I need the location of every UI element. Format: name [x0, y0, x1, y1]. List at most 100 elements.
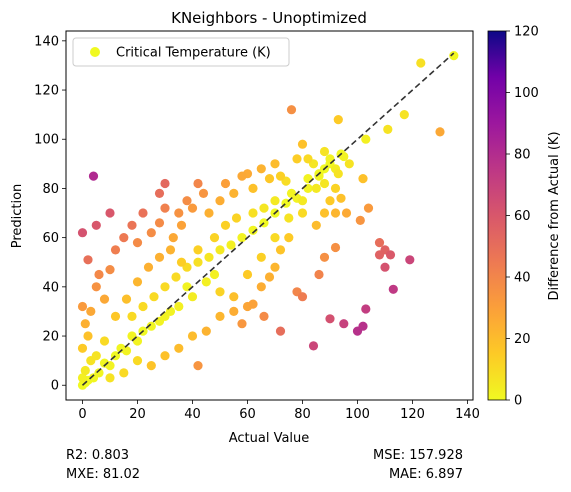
scatter-point [385, 250, 396, 260]
scatter-point [374, 250, 385, 260]
scatter-point [154, 188, 165, 198]
scatter-point [333, 115, 343, 125]
scatter-point [154, 218, 165, 228]
scatter-point [220, 178, 231, 189]
colorbar-tick-label: 40 [514, 271, 531, 286]
x-axis-ticks: 0 20 40 60 80 100 120 140 [78, 400, 480, 422]
scatter-point [193, 245, 203, 255]
x-tick-label: 80 [294, 407, 311, 422]
scatter-point [259, 311, 269, 321]
y-axis-ticks: 0 20 40 60 80 100 120 140 [34, 34, 66, 394]
scatter-point [237, 171, 247, 181]
scatter-point [99, 336, 110, 346]
scatter-point [308, 341, 319, 351]
scatter-point [127, 311, 137, 321]
scatter-point [363, 203, 374, 213]
scatter-point [344, 159, 354, 169]
x-tick-label: 0 [78, 407, 86, 422]
scatter-point [303, 154, 313, 164]
scatter-point [193, 257, 203, 267]
scatter-point [121, 294, 132, 304]
scatter-point [264, 174, 275, 184]
scatter-point [201, 277, 211, 287]
legend: Critical Temperature (K) [72, 37, 290, 67]
scatter-point [248, 225, 258, 235]
scatter-point [270, 196, 280, 206]
scatter-point [132, 238, 143, 248]
scatter-point [264, 272, 275, 282]
scatter-point [215, 287, 225, 297]
scatter-point [237, 319, 247, 329]
colorbar-tick-label: 0 [514, 394, 522, 409]
x-tick-label: 60 [239, 407, 256, 422]
scatter-point [339, 319, 349, 329]
scatter-point [209, 233, 220, 243]
scatter-point [248, 183, 258, 193]
x-tick-label: 100 [345, 407, 370, 422]
scatter-point [198, 188, 209, 198]
scatter-point [77, 343, 88, 353]
scatter-point [358, 321, 368, 331]
scatter-point [187, 331, 198, 341]
scatter-point [399, 110, 409, 120]
scatter-point [405, 255, 415, 265]
scatter-point [303, 174, 313, 184]
scatter-point [330, 183, 341, 193]
scatter-point [297, 139, 308, 149]
scatter-point [201, 326, 211, 336]
colorbar-tick-label: 120 [514, 25, 539, 40]
scatter-point [127, 331, 137, 341]
scatter-point [105, 361, 115, 371]
scatter-point [160, 282, 170, 292]
scatter-point [339, 151, 349, 162]
scatter-point [275, 326, 286, 336]
scatter-point [154, 252, 165, 262]
legend-box [72, 37, 290, 67]
x-tick-label: 40 [184, 407, 201, 422]
scatter-point [132, 356, 143, 366]
scatter-point [143, 262, 154, 272]
scatter-point [286, 105, 297, 115]
scatter-point [336, 193, 346, 203]
y-axis-label: Prediction [10, 184, 25, 249]
reference-line [81, 52, 455, 386]
scatter-point [231, 213, 242, 223]
scatter-point [319, 252, 330, 262]
scatter-point [119, 368, 129, 378]
scatter-point [256, 164, 266, 174]
scatter-point [77, 228, 88, 238]
scatter-point [311, 220, 321, 230]
metric-mae: MAE: 6.897 [388, 467, 463, 482]
scatter-point [127, 220, 137, 230]
scatter-point [91, 351, 101, 361]
colorbar-tick-label: 100 [514, 86, 539, 101]
colorbar-ticks: 0 20 40 60 80 100 120 [506, 25, 539, 409]
scatter-point [91, 282, 101, 292]
scatter-point [105, 373, 115, 383]
scatter-point [270, 233, 280, 243]
x-tick-label: 140 [455, 407, 480, 422]
y-tick-label: 120 [34, 84, 59, 99]
scatter-point [121, 346, 132, 356]
scatter-point [284, 233, 294, 243]
scatter-point [176, 257, 187, 267]
scatter-point [215, 196, 225, 206]
x-tick-label: 120 [400, 407, 425, 422]
scatter-point [319, 178, 330, 189]
scatter-point [174, 301, 184, 312]
scatter-point [204, 252, 214, 262]
scatter-point [388, 284, 398, 294]
scatter-point [275, 245, 286, 255]
scatter-point [119, 233, 129, 243]
scatter-point [297, 196, 308, 206]
scatter-point [297, 208, 308, 218]
x-tick-label: 20 [129, 407, 146, 422]
colorbar-gradient [487, 30, 507, 401]
scatter-point [182, 196, 192, 206]
scatter-point [187, 292, 198, 302]
scatter-point [229, 188, 239, 198]
plot-frame [65, 30, 474, 401]
scatter-point [229, 292, 239, 302]
scatter-point [182, 282, 192, 292]
y-tick-label: 80 [42, 182, 59, 197]
